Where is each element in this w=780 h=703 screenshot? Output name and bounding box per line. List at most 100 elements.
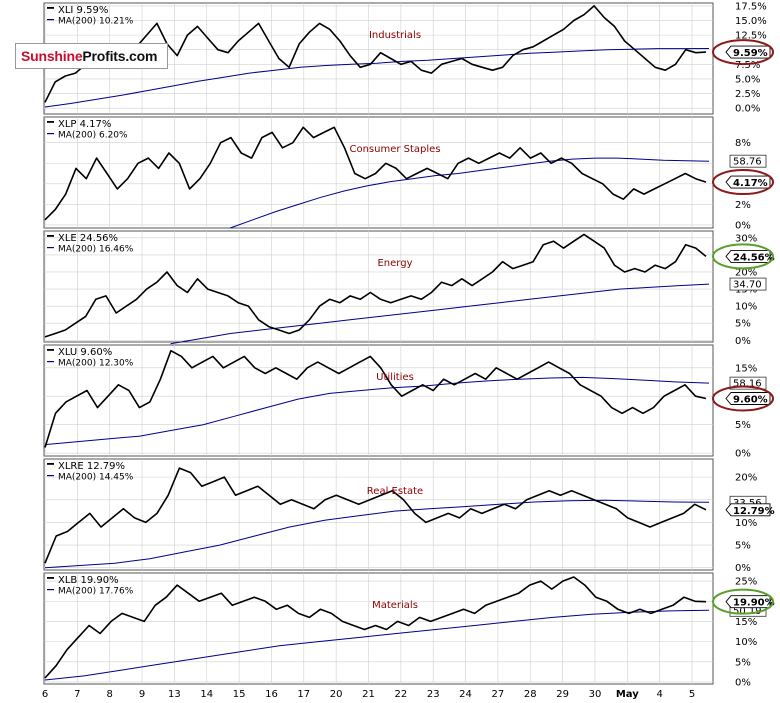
- legend-price: XLP 4.17%: [58, 119, 111, 130]
- price-line: [44, 576, 707, 679]
- panel-title: Materials: [372, 600, 418, 611]
- panel-frame: [43, 116, 714, 229]
- y-tick-label: 12.5%: [735, 31, 767, 42]
- legend-price: XLE 24.56%: [58, 233, 118, 244]
- x-tick-label: 30: [589, 689, 602, 700]
- y-tick-label: 0%: [735, 449, 751, 460]
- legend-swatch-price: [47, 121, 54, 123]
- price-tag-box: [725, 392, 771, 405]
- price-tag-box: [725, 595, 771, 609]
- legend-swatch-ma: [47, 475, 54, 477]
- legend-swatch-price: [47, 577, 54, 579]
- panel-title: Real Estate: [367, 486, 423, 497]
- price-tag: 9.59%: [733, 48, 768, 59]
- price-tag-box: [725, 503, 771, 517]
- watermark-part2: Profits.com: [82, 48, 158, 64]
- ma-line: [44, 376, 710, 446]
- panel-6: 0%5%10%15%20%25%XLB 19.90%MA(200) 17.76%…: [43, 572, 775, 688]
- x-tick-label: 6: [42, 689, 48, 700]
- ma-line: [170, 283, 710, 345]
- x-tick-label: 4: [656, 689, 662, 700]
- ma-line: [44, 48, 710, 108]
- panel-3: 0%5%10%15%20%25%30%XLE 24.56%MA(200) 16.…: [43, 230, 775, 347]
- panel-title: Industrials: [369, 30, 421, 41]
- x-tick-label: 14: [200, 689, 213, 700]
- highlight-circle: [712, 385, 774, 412]
- panel-frame: [43, 458, 714, 571]
- panel-frame: [43, 344, 714, 457]
- price-line: [44, 233, 707, 338]
- y-tick-label: 0%: [735, 220, 751, 231]
- y-tick-label: 5%: [735, 319, 751, 330]
- ma-line: [44, 609, 710, 681]
- y-tick-label: 30%: [735, 233, 757, 244]
- price-tag-box: [725, 175, 771, 189]
- legend-swatch-price: [47, 463, 54, 465]
- x-tick-label: 24: [459, 689, 472, 700]
- highlight-circle: [712, 243, 774, 270]
- price-tag: 12.79%: [733, 506, 775, 517]
- ma-tag-box: [729, 277, 767, 291]
- y-tick-label: 20%: [735, 473, 757, 484]
- y-tick-label: 25%: [735, 577, 757, 588]
- ma-tag: 58.16: [733, 379, 762, 390]
- legend-swatch-ma: [47, 247, 54, 249]
- y-tick-label: 15%: [735, 363, 757, 374]
- legend-price: XLI 9.59%: [58, 5, 108, 16]
- panel-2: 0%2%4%6%8%XLP 4.17%MA(200) 6.20%Consumer…: [43, 116, 774, 231]
- x-tick-label: 17: [297, 689, 310, 700]
- y-tick-label: 5%: [735, 420, 751, 431]
- legend-price: XLRE 12.79%: [58, 461, 125, 472]
- price-tag: 24.56%: [733, 252, 775, 263]
- ma-tag-box: [729, 154, 767, 168]
- legend-ma: MA(200) 17.76%: [58, 587, 134, 597]
- y-tick-label: 0%: [735, 677, 751, 688]
- legend-swatch-ma: [47, 133, 54, 135]
- legend-ma: MA(200) 10.21%: [58, 17, 134, 27]
- legend-swatch-ma: [47, 589, 54, 591]
- legend-price: XLB 19.90%: [58, 575, 119, 586]
- legend-price: XLU 9.60%: [58, 347, 112, 358]
- legend-ma: MA(200) 14.45%: [58, 473, 134, 483]
- y-tick-label: 10%: [735, 302, 757, 313]
- ma-line: [44, 499, 710, 569]
- panel-4: 0%5%10%15%XLU 9.60%MA(200) 12.30%Utiliti…: [43, 344, 774, 460]
- panel-title: Utilities: [376, 372, 414, 383]
- watermark-logo: SunshineProfits.com: [15, 43, 168, 69]
- highlight-circle: [712, 169, 774, 196]
- x-tick-label: 21: [362, 689, 375, 700]
- panel-frame: [43, 572, 714, 685]
- x-tick-label: 16: [265, 689, 278, 700]
- legend-swatch-price: [47, 235, 54, 237]
- panel-frame: [43, 230, 714, 343]
- x-tick-label: 9: [139, 689, 145, 700]
- x-tick-label: 20: [330, 689, 343, 700]
- y-tick-label: 17.5%: [735, 1, 767, 12]
- ma-line: [229, 157, 710, 229]
- y-tick-label: 8%: [735, 138, 751, 149]
- watermark-part1: Sunshine: [21, 48, 83, 64]
- price-line: [44, 467, 707, 564]
- panel-title: Energy: [377, 258, 412, 269]
- x-tick-label: 27: [492, 689, 505, 700]
- price-tag: 4.17%: [733, 178, 768, 189]
- y-tick-label: 2.5%: [735, 89, 760, 100]
- ma-tag: 34.70: [733, 280, 762, 291]
- legend-swatch-price: [47, 7, 54, 9]
- y-tick-label: 5.0%: [735, 74, 760, 85]
- price-line: [44, 349, 707, 448]
- ma-tag: 50.19: [733, 606, 762, 617]
- y-tick-label: 0%: [735, 336, 751, 347]
- y-tick-label: 5%: [735, 541, 751, 552]
- ma-tag: 33.56: [733, 498, 762, 509]
- x-tick-label: 13: [168, 689, 181, 700]
- ma-tag: 58.76: [733, 157, 762, 168]
- y-tick-label: 0.0%: [735, 104, 760, 115]
- x-tick-label: 28: [524, 689, 537, 700]
- legend-swatch-ma: [47, 361, 54, 363]
- highlight-circle: [712, 39, 774, 66]
- legend-ma: MA(200) 12.30%: [58, 359, 134, 369]
- price-tag-box: [725, 45, 771, 59]
